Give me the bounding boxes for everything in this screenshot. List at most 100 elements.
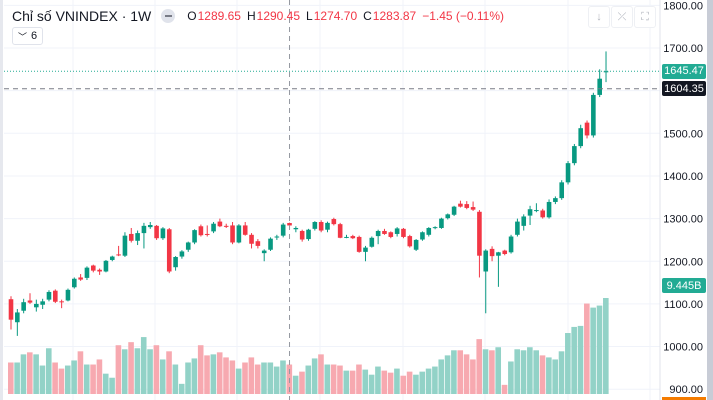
candle-up	[280, 224, 286, 236]
fullscreen-icon: ⛶	[641, 10, 649, 23]
candle-down	[223, 225, 229, 227]
candle-down	[337, 224, 343, 238]
fullscreen-button[interactable]: ⛶	[634, 6, 656, 28]
candle-up	[591, 94, 596, 136]
candle-up	[534, 210, 539, 212]
grid	[4, 0, 661, 400]
volume-bar	[273, 366, 280, 394]
candle-up	[141, 225, 147, 234]
volume-bar	[508, 361, 514, 394]
open-value: 1289.65	[197, 9, 241, 23]
scrollbar[interactable]	[707, 0, 713, 400]
candle-up	[185, 242, 191, 250]
candle-up	[527, 209, 533, 216]
volume-bar	[451, 350, 457, 394]
volume-bar	[527, 347, 533, 394]
collapse-icon: ⤫	[617, 10, 627, 23]
price-axis: 1800.00 1700.00 1500.00 1400.00 1300.00 1200.…	[663, 0, 703, 396]
candle-up	[179, 251, 185, 257]
candle-up	[103, 260, 109, 272]
change-value: −1.45 (−0.11%)	[422, 9, 505, 23]
volume-bar	[147, 349, 153, 394]
candle-down	[90, 265, 96, 271]
candle-up	[40, 301, 45, 305]
candle-up	[496, 252, 501, 256]
candle-up	[439, 218, 444, 228]
volume-bar	[438, 359, 445, 394]
volume-bar	[432, 366, 438, 394]
volume-bar	[115, 345, 122, 394]
indicators-toggle[interactable]: ﹀ 6	[12, 27, 44, 45]
volume-bar	[603, 298, 609, 394]
price-tick-label: 1300.00	[663, 214, 703, 226]
download-button[interactable]: ↓	[588, 6, 610, 28]
price-tick-label: 1000.00	[663, 342, 703, 354]
volume-bar	[387, 372, 394, 394]
candle-down	[470, 207, 476, 210]
price-tick-label: 1700.00	[663, 43, 703, 55]
candle-up	[559, 182, 565, 199]
volume-bar	[248, 357, 255, 394]
candle-up	[394, 228, 400, 234]
volume-bar	[140, 337, 147, 394]
candle-down	[128, 233, 134, 241]
candle-down	[249, 234, 254, 244]
volume-bar	[166, 351, 172, 394]
candle-down	[230, 225, 235, 243]
symbol-title[interactable]: Chỉ số VNINDEX · 1W	[12, 8, 152, 24]
candle-up	[553, 198, 558, 202]
volume-bar	[96, 359, 103, 394]
candle-up	[375, 230, 381, 237]
volume-bar	[596, 305, 603, 394]
collapse-button[interactable]: ⤫	[611, 6, 633, 28]
candle-down	[154, 225, 159, 239]
close-label: C	[363, 9, 372, 23]
volume-bar	[470, 359, 476, 394]
volume-bar	[39, 365, 46, 394]
candle-up	[521, 216, 527, 226]
volume-bar	[394, 368, 400, 394]
volume-bar	[463, 354, 470, 394]
volume-bar	[52, 362, 58, 394]
candle-up	[211, 223, 216, 232]
volume-bar	[368, 374, 375, 394]
candle-down	[166, 229, 172, 272]
candle-up	[546, 201, 552, 218]
candle-up	[325, 222, 330, 230]
candle-up	[122, 235, 128, 256]
volume-bar	[425, 368, 432, 394]
candle-up	[15, 312, 20, 323]
candle-up	[565, 163, 571, 183]
candle-up	[173, 256, 178, 268]
candle-down	[59, 301, 64, 303]
candle-up	[363, 247, 368, 252]
volume-bar	[362, 369, 369, 394]
volume-bar	[476, 339, 483, 394]
hide-series-button[interactable]	[161, 9, 176, 23]
price-tick-label: 1100.00	[664, 299, 703, 311]
volume-bar	[20, 354, 27, 394]
volume-bar	[77, 351, 84, 394]
volume-bar	[318, 354, 324, 394]
candle-down	[53, 290, 58, 302]
volume-bar	[552, 359, 558, 394]
price-tick-label: 900.00	[669, 384, 703, 396]
high-label: H	[246, 9, 256, 23]
volume-bar	[375, 366, 381, 394]
chevron-down-icon: ﹀	[18, 31, 28, 42]
volume-bar	[26, 352, 33, 394]
volume-bar	[128, 342, 134, 394]
last-price-badge: 1645.47	[662, 63, 706, 79]
candle-up	[147, 224, 153, 228]
candle-up	[21, 302, 26, 311]
candle-up	[413, 239, 419, 250]
candle-up	[135, 233, 140, 241]
volume-bar	[178, 383, 185, 394]
candle-down	[331, 219, 337, 225]
volume-bar	[153, 345, 160, 394]
candle-down	[78, 277, 83, 280]
candle-up	[34, 303, 39, 308]
volume-bar	[58, 368, 65, 394]
candle-down	[217, 221, 223, 227]
